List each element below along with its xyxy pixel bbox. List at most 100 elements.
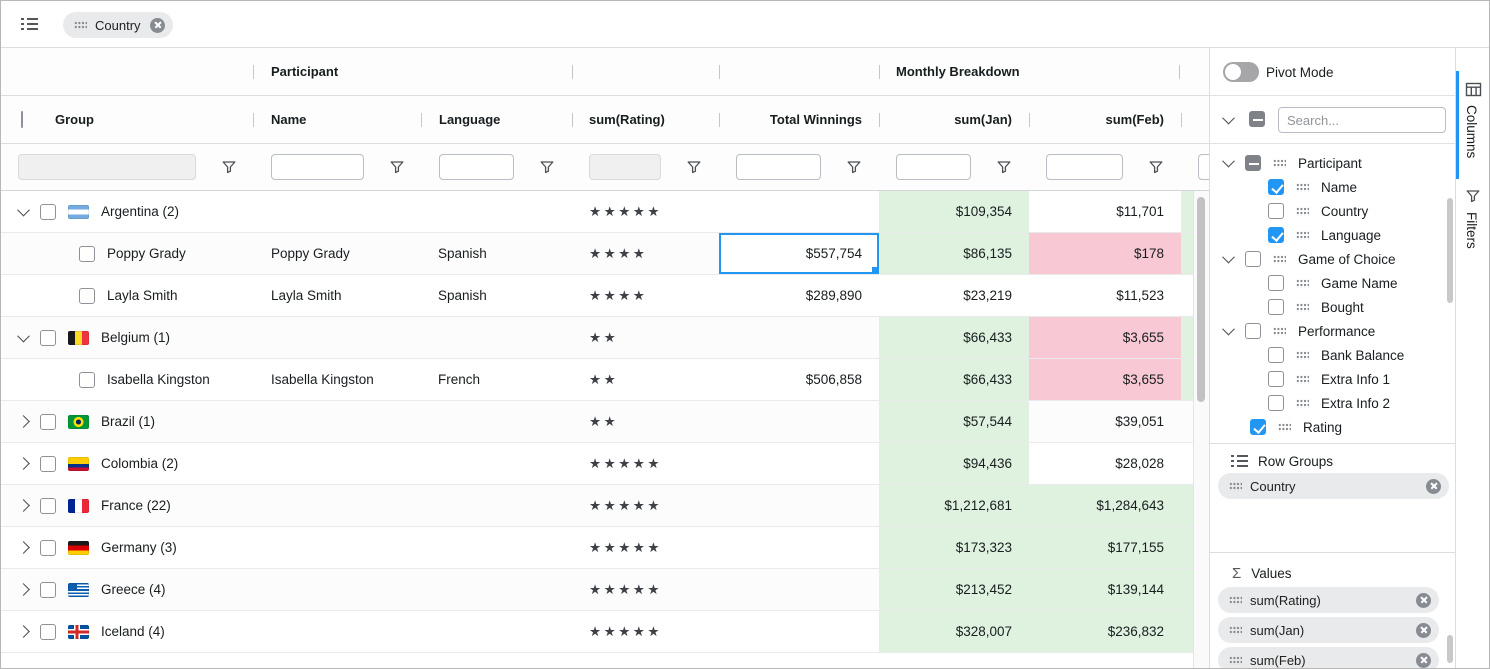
mar-cell-partial[interactable]: [1181, 569, 1193, 610]
chevron-right-icon[interactable]: [17, 457, 30, 470]
column-tree-item-country[interactable]: Country: [1210, 199, 1455, 223]
column-checkbox[interactable]: [1268, 371, 1284, 387]
filter-funnel-icon[interactable]: [389, 159, 405, 175]
filter-input-winnings[interactable]: [736, 154, 821, 180]
feb-cell[interactable]: $1,284,643: [1029, 485, 1181, 526]
close-circle-icon[interactable]: [1426, 478, 1441, 494]
feb-cell[interactable]: $236,832: [1029, 611, 1181, 652]
filter-funnel-icon[interactable]: [686, 159, 702, 175]
jan-cell[interactable]: $94,436: [879, 443, 1029, 484]
chevron-right-icon[interactable]: [17, 415, 30, 428]
filter-funnel-icon[interactable]: [996, 159, 1012, 175]
mar-cell-partial[interactable]: [1181, 359, 1193, 400]
column-tree-item-bought[interactable]: Bought: [1210, 295, 1455, 319]
column-tree-item-rating[interactable]: Rating: [1210, 415, 1455, 439]
close-circle-icon[interactable]: [1416, 592, 1431, 608]
group-cell[interactable]: Isabella Kingston: [1, 359, 254, 400]
row-checkbox[interactable]: [40, 455, 56, 472]
feb-cell[interactable]: $3,655: [1029, 359, 1181, 400]
rating-cell[interactable]: ★★★★★: [572, 611, 719, 652]
filter-input-feb[interactable]: [1046, 154, 1123, 180]
mar-cell-partial[interactable]: [1181, 443, 1193, 484]
winnings-cell[interactable]: [719, 443, 879, 484]
chevron-down-icon[interactable]: [1222, 322, 1235, 335]
rating-cell[interactable]: ★★★★: [572, 275, 719, 316]
tab-columns[interactable]: Columns: [1456, 71, 1489, 191]
rating-cell[interactable]: ★★★★★: [572, 485, 719, 526]
rating-cell[interactable]: ★★: [572, 359, 719, 400]
column-checkbox[interactable]: [1250, 419, 1266, 435]
rating-cell[interactable]: ★★: [572, 401, 719, 442]
jan-cell[interactable]: $213,452: [879, 569, 1029, 610]
row-checkbox[interactable]: [79, 245, 95, 262]
winnings-cell[interactable]: [719, 317, 879, 358]
chevron-down-icon[interactable]: [17, 203, 30, 217]
column-checkbox[interactable]: [1245, 155, 1261, 171]
winnings-cell[interactable]: [719, 191, 879, 232]
close-circle-icon[interactable]: [150, 17, 165, 33]
group-cell[interactable]: Brazil (1): [1, 401, 254, 442]
name-cell[interactable]: Isabella Kingston: [271, 372, 374, 387]
chevron-right-icon[interactable]: [17, 625, 30, 638]
feb-cell[interactable]: $178: [1029, 233, 1181, 274]
name-cell[interactable]: Layla Smith: [271, 288, 342, 303]
group-cell[interactable]: Greece (4): [1, 569, 254, 610]
row-checkbox[interactable]: [40, 539, 56, 556]
value-chip-sumfeb[interactable]: sum(Feb): [1218, 647, 1439, 668]
rating-cell[interactable]: ★★★★★: [572, 527, 719, 568]
column-header-language[interactable]: Language: [439, 112, 501, 127]
winnings-cell[interactable]: [719, 401, 879, 442]
column-search-input[interactable]: [1278, 107, 1446, 133]
feb-cell[interactable]: $11,523: [1116, 288, 1164, 303]
column-header-winnings[interactable]: Total Winnings: [769, 112, 862, 127]
mar-cell-partial[interactable]: [1181, 611, 1193, 652]
feb-cell[interactable]: $177,155: [1029, 527, 1181, 568]
row-checkbox[interactable]: [40, 497, 56, 514]
feb-cell[interactable]: $11,701: [1116, 204, 1164, 219]
winnings-cell[interactable]: [719, 527, 879, 568]
row-group-chip-country[interactable]: Country: [1218, 473, 1449, 499]
chevron-down-icon[interactable]: [17, 329, 30, 343]
group-cell[interactable]: Colombia (2): [1, 443, 254, 484]
feb-cell[interactable]: $139,144: [1029, 569, 1181, 610]
winnings-cell[interactable]: $557,754: [719, 233, 879, 274]
vertical-scrollbar[interactable]: [1193, 191, 1209, 668]
chevron-right-icon[interactable]: [17, 541, 30, 554]
row-checkbox[interactable]: [40, 581, 56, 598]
column-checkbox[interactable]: [1268, 395, 1284, 411]
mar-cell-partial[interactable]: [1181, 527, 1193, 568]
column-tree-item-extra-info-2[interactable]: Extra Info 2: [1210, 391, 1455, 415]
column-tree-item-language[interactable]: Language: [1210, 223, 1455, 247]
group-chip-country[interactable]: Country: [63, 12, 173, 38]
rating-cell[interactable]: ★★: [572, 317, 719, 358]
column-checkbox[interactable]: [1245, 323, 1261, 339]
column-tree-item-name[interactable]: Name: [1210, 175, 1455, 199]
column-checkbox[interactable]: [1268, 275, 1284, 291]
filter-funnel-icon[interactable]: [221, 159, 237, 175]
tree-scrollbar-thumb[interactable]: [1447, 198, 1453, 303]
feb-cell[interactable]: $3,655: [1029, 317, 1181, 358]
filter-input-jan[interactable]: [896, 154, 971, 180]
filter-input-name[interactable]: [271, 154, 364, 180]
filter-funnel-icon[interactable]: [1148, 159, 1164, 175]
jan-cell[interactable]: $66,433: [879, 359, 1029, 400]
column-tree-item-game-name[interactable]: Game Name: [1210, 271, 1455, 295]
group-cell[interactable]: Poppy Grady: [1, 233, 254, 274]
winnings-cell[interactable]: [719, 485, 879, 526]
group-cell[interactable]: Layla Smith: [1, 275, 254, 316]
column-header-jan[interactable]: sum(Jan): [954, 112, 1012, 127]
mar-cell-partial[interactable]: [1181, 485, 1193, 526]
winnings-cell[interactable]: [719, 611, 879, 652]
group-cell[interactable]: Iceland (4): [1, 611, 254, 652]
winnings-cell[interactable]: [719, 569, 879, 610]
name-cell[interactable]: Poppy Grady: [271, 246, 350, 261]
close-circle-icon[interactable]: [1416, 622, 1431, 638]
row-checkbox[interactable]: [79, 371, 95, 388]
row-checkbox[interactable]: [40, 203, 56, 220]
rating-cell[interactable]: ★★★★: [572, 233, 719, 274]
winnings-cell[interactable]: $506,858: [805, 372, 862, 387]
column-header-rating[interactable]: sum(Rating): [589, 112, 665, 127]
chevron-right-icon[interactable]: [17, 583, 30, 596]
values-scrollbar-thumb[interactable]: [1447, 635, 1453, 663]
column-checkbox[interactable]: [1245, 251, 1261, 267]
